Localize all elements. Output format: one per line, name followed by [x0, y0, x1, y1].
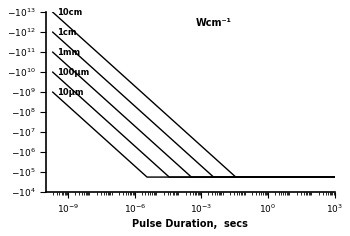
Text: Wcm⁻¹: Wcm⁻¹ — [196, 17, 232, 28]
Text: 100μm: 100μm — [57, 68, 89, 77]
Text: 1mm: 1mm — [57, 48, 80, 57]
Text: 1cm: 1cm — [57, 28, 77, 37]
Text: 10cm: 10cm — [57, 8, 82, 17]
X-axis label: Pulse Duration,  secs: Pulse Duration, secs — [132, 219, 248, 229]
Text: 10μm: 10μm — [57, 88, 84, 97]
